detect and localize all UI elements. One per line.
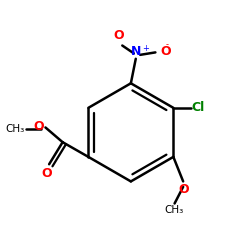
- Text: O: O: [160, 45, 171, 58]
- Text: CH₃: CH₃: [5, 124, 24, 134]
- Text: CH₃: CH₃: [164, 205, 184, 215]
- Text: O: O: [178, 183, 189, 196]
- Text: +: +: [142, 44, 149, 53]
- Text: N: N: [130, 45, 141, 58]
- Text: -: -: [165, 40, 168, 49]
- Text: O: O: [114, 29, 124, 42]
- Text: O: O: [42, 167, 52, 180]
- Text: O: O: [34, 120, 44, 133]
- Text: Cl: Cl: [192, 101, 205, 114]
